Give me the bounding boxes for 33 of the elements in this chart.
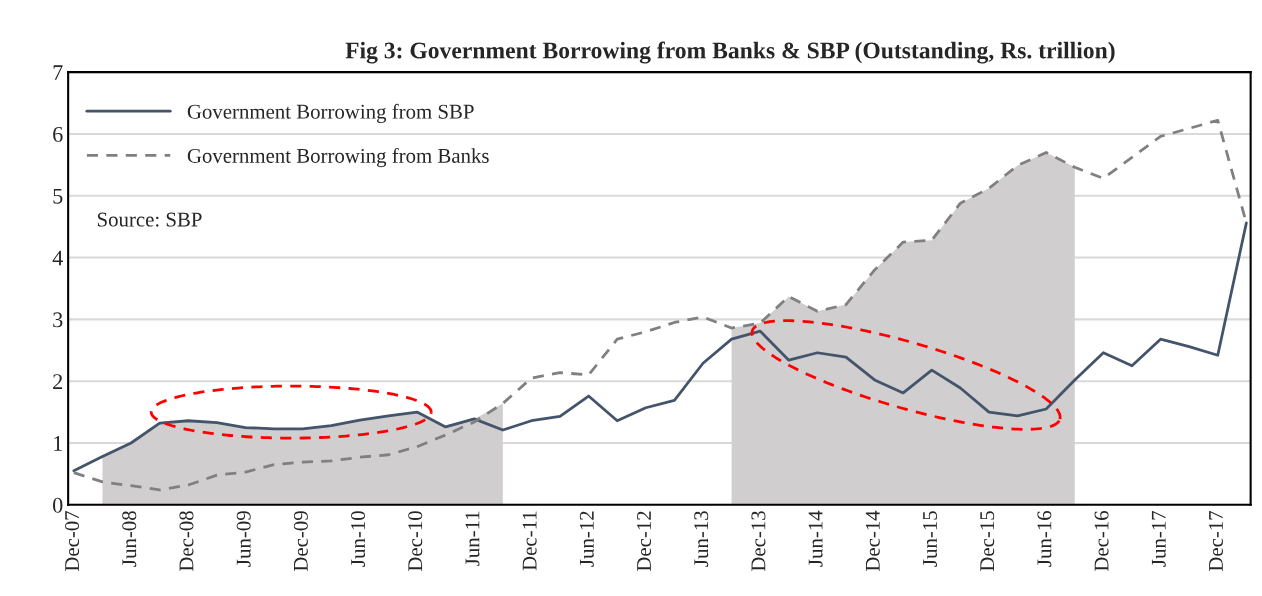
y-tick-label: 5 [53,188,63,204]
x-tick-label: Dec-13 [751,511,766,572]
x-tick-label: Dec-14 [865,510,880,572]
x-tick-label: Dec-10 [408,511,423,572]
x-tick-label: Jun-12 [579,511,594,567]
annotation: Source: SBP [97,212,202,227]
x-tick-label: Jun-11 [465,511,480,566]
x-tick-label: Jun-16 [1037,510,1052,567]
x-tick-label: Dec-16 [1094,510,1109,572]
legend-label: Government Borrowing from Banks [187,148,489,168]
y-tick-label: 1 [54,436,62,451]
x-tick-label: Jun-08 [122,511,137,567]
y-tick-label: 4 [52,250,63,266]
y-tick-label: 3 [53,312,63,328]
legend-label: Government Borrowing from SBP [187,103,474,124]
x-tick-label: Dec-11 [522,511,537,571]
x-tick-label: Jun-15 [923,511,937,567]
y-tick-label: 6 [53,126,63,142]
x-tick-label: Jun-10 [350,511,366,567]
x-tick-label: Dec-17 [1209,510,1223,572]
x-tick-label: Jun-17 [1151,510,1166,567]
y-tick-label: 0 [53,497,63,513]
x-tick-label: Dec-07 [65,510,80,572]
x-tick-label: Dec-15 [980,511,995,572]
x-tick-label: Dec-12 [637,511,652,572]
chart-title: Fig 3: Government Borrowing from Banks & SBP (Outstanding, Rs. trillion) [345,41,1115,64]
x-tick-label: Dec-08 [179,511,194,572]
y-tick-label: 7 [53,65,63,80]
y-tick-label: 2 [53,374,63,389]
x-tick-label: Jun-09 [236,511,251,567]
x-tick-label: Jun-13 [694,511,709,567]
x-tick-label: Jun-14 [808,510,823,567]
x-tick-label: Dec-09 [293,511,308,572]
